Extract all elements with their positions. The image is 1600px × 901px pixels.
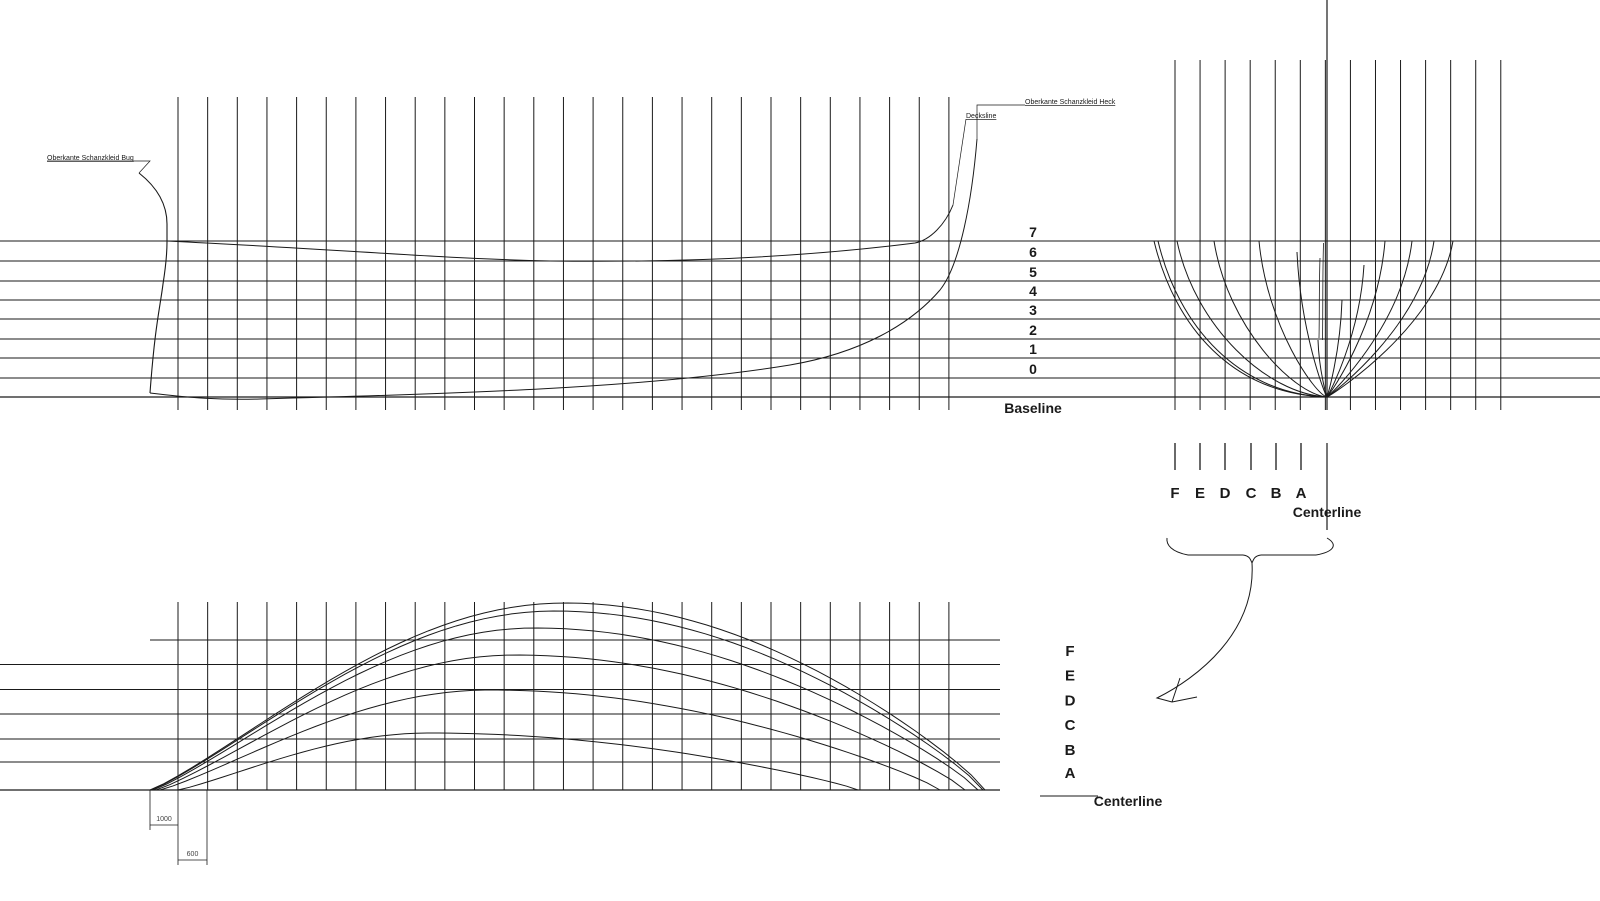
svg-text:E: E (1195, 485, 1205, 502)
svg-text:B: B (1065, 742, 1076, 759)
svg-text:E: E (1065, 668, 1075, 685)
svg-text:D: D (1220, 485, 1231, 502)
svg-text:1: 1 (1029, 341, 1037, 357)
svg-text:F: F (1170, 485, 1179, 502)
svg-text:F: F (1065, 643, 1074, 660)
svg-text:600: 600 (187, 851, 199, 858)
svg-text:6: 6 (1029, 244, 1037, 260)
svg-text:A: A (1296, 485, 1307, 502)
svg-text:4: 4 (1029, 283, 1037, 299)
svg-text:Baseline: Baseline (1004, 400, 1062, 416)
svg-text:A: A (1065, 765, 1076, 782)
svg-text:B: B (1271, 485, 1282, 502)
svg-text:Oberkante Schanzkleid Heck: Oberkante Schanzkleid Heck (1025, 99, 1116, 106)
svg-text:0: 0 (1029, 361, 1037, 377)
svg-text:1000: 1000 (156, 816, 172, 823)
svg-text:Decksline: Decksline (966, 113, 996, 120)
svg-text:D: D (1065, 693, 1076, 710)
svg-text:C: C (1065, 717, 1076, 734)
svg-text:7: 7 (1029, 224, 1037, 240)
svg-text:Centerline: Centerline (1094, 793, 1163, 809)
svg-text:2: 2 (1029, 322, 1037, 338)
svg-text:3: 3 (1029, 302, 1037, 318)
svg-text:Centerline: Centerline (1293, 504, 1362, 520)
svg-text:C: C (1246, 485, 1257, 502)
svg-text:5: 5 (1029, 264, 1037, 280)
